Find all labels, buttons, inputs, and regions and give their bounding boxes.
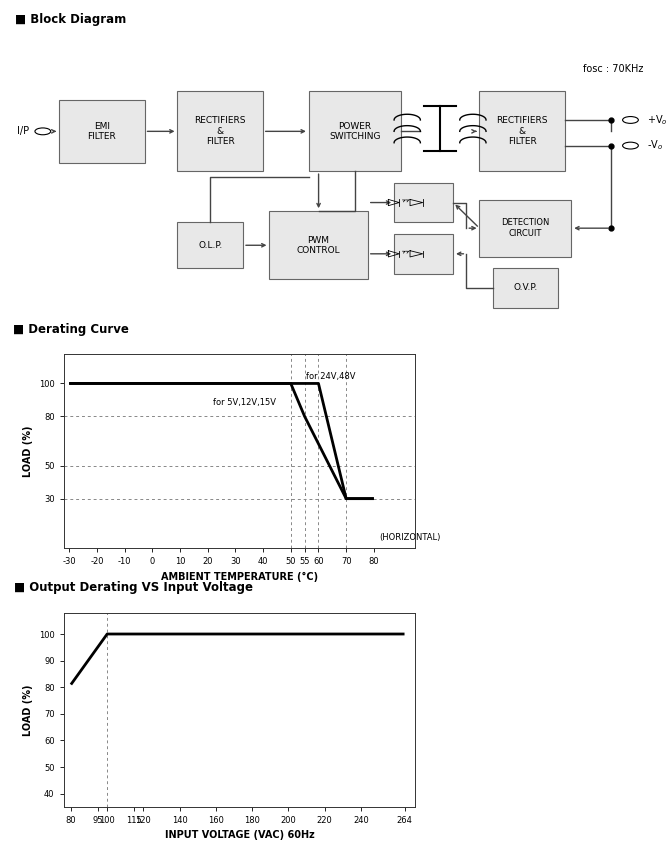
- Bar: [492, 268, 558, 308]
- Text: PWM
CONTROL: PWM CONTROL: [297, 236, 340, 255]
- Bar: [269, 211, 368, 280]
- Circle shape: [35, 128, 51, 135]
- Bar: [309, 91, 401, 171]
- Text: RECTIFIERS
&
FILTER: RECTIFIERS & FILTER: [194, 117, 246, 146]
- Y-axis label: LOAD (%): LOAD (%): [23, 684, 34, 735]
- Text: for 5V,12V,15V: for 5V,12V,15V: [213, 398, 276, 406]
- Text: -V$_o$: -V$_o$: [647, 139, 663, 153]
- Text: RECTIFIERS
&
FILTER: RECTIFIERS & FILTER: [496, 117, 548, 146]
- Bar: [59, 100, 145, 162]
- Y-axis label: LOAD (%): LOAD (%): [23, 425, 34, 476]
- Text: O.L.P.: O.L.P.: [198, 241, 222, 249]
- Text: EMI
FILTER: EMI FILTER: [88, 122, 117, 141]
- X-axis label: INPUT VOLTAGE (VAC) 60Hz: INPUT VOLTAGE (VAC) 60Hz: [165, 830, 314, 841]
- Circle shape: [622, 142, 639, 149]
- Circle shape: [622, 117, 639, 123]
- Bar: [480, 199, 572, 256]
- Text: I/P: I/P: [17, 126, 29, 136]
- Text: DETECTION
CIRCUIT: DETECTION CIRCUIT: [501, 218, 549, 238]
- Bar: [394, 234, 453, 274]
- Bar: [394, 183, 453, 223]
- Text: O.V.P.: O.V.P.: [513, 283, 537, 293]
- X-axis label: AMBIENT TEMPERATURE (°C): AMBIENT TEMPERATURE (°C): [161, 571, 318, 582]
- Bar: [178, 223, 243, 268]
- Text: POWER
SWITCHING: POWER SWITCHING: [329, 122, 381, 141]
- Text: (HORIZONTAL): (HORIZONTAL): [379, 532, 441, 542]
- Text: for 24V,48V: for 24V,48V: [306, 371, 356, 381]
- Text: ■ Derating Curve: ■ Derating Curve: [13, 323, 129, 337]
- Text: fosc : 70KHz: fosc : 70KHz: [583, 64, 644, 73]
- Text: ■ Output Derating VS Input Voltage: ■ Output Derating VS Input Voltage: [13, 581, 253, 595]
- Bar: [178, 91, 263, 171]
- Bar: [480, 91, 565, 171]
- Text: ■ Block Diagram: ■ Block Diagram: [15, 13, 127, 26]
- Text: +V$_o$: +V$_o$: [647, 113, 668, 127]
